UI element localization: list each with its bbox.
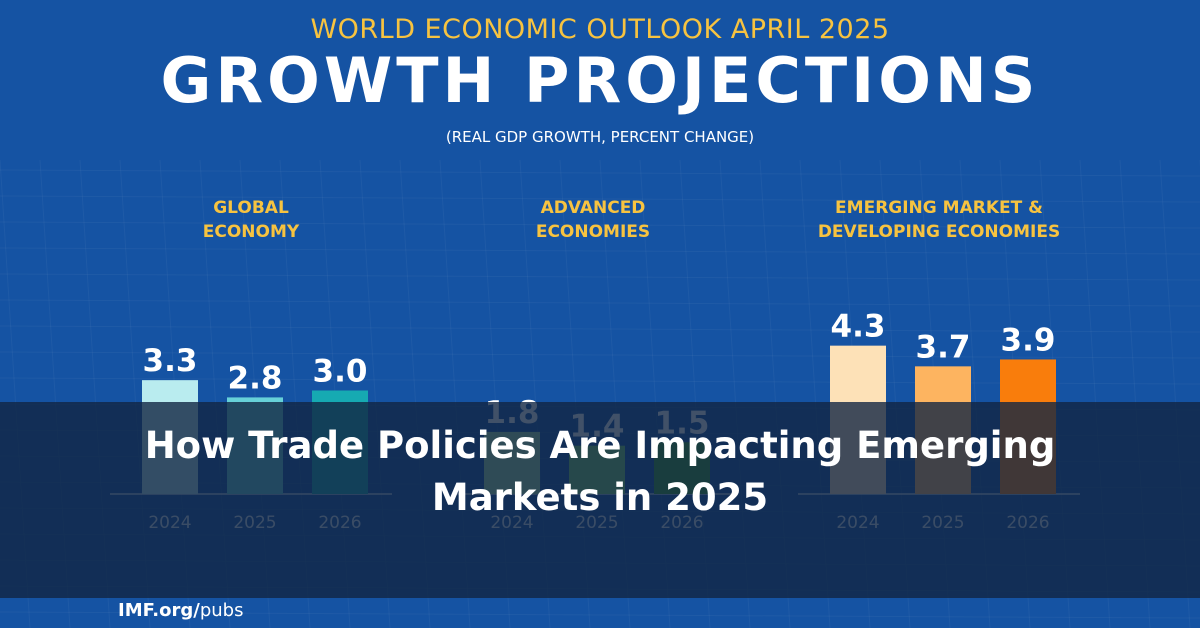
grid-line — [0, 299, 1200, 307]
report-pretitle: WORLD ECONOMIC OUTLOOK APRIL 2025 — [310, 14, 890, 45]
data-label: 3.9 — [1001, 322, 1056, 358]
data-label: 3.0 — [313, 354, 368, 390]
data-label: 4.3 — [831, 309, 886, 345]
panel-title-advanced: ADVANCED ECONOMIES — [535, 198, 651, 242]
footer-brand: IMF.org/ — [118, 600, 200, 621]
grid-line — [0, 169, 1200, 177]
page-title: GROWTH PROJECTIONS — [160, 44, 1040, 117]
grid-line — [0, 221, 1200, 229]
page-subtitle: (REAL GDP GROWTH, PERCENT CHANGE) — [445, 128, 755, 146]
grid-line — [0, 611, 1200, 619]
grid-line — [0, 351, 1200, 359]
grid-line — [0, 247, 1200, 255]
grid-line — [0, 325, 1200, 333]
data-label: 2.8 — [228, 360, 283, 396]
footer-path: pubs — [199, 600, 244, 621]
headline-text: How Trade Policies Are Impacting Emergin… — [144, 424, 1056, 519]
grid-line — [0, 195, 1200, 203]
panel-title-emerging: EMERGING MARKET & DEVELOPING ECONOMIES — [817, 198, 1061, 242]
data-label: 3.3 — [143, 343, 198, 379]
grid-line — [0, 273, 1200, 281]
footer-url[interactable]: IMF.org/pubs — [118, 600, 243, 621]
data-label: 3.7 — [916, 329, 971, 365]
panel-title-global: GLOBAL ECONOMY — [202, 198, 300, 242]
headline-overlay — [0, 402, 1200, 598]
